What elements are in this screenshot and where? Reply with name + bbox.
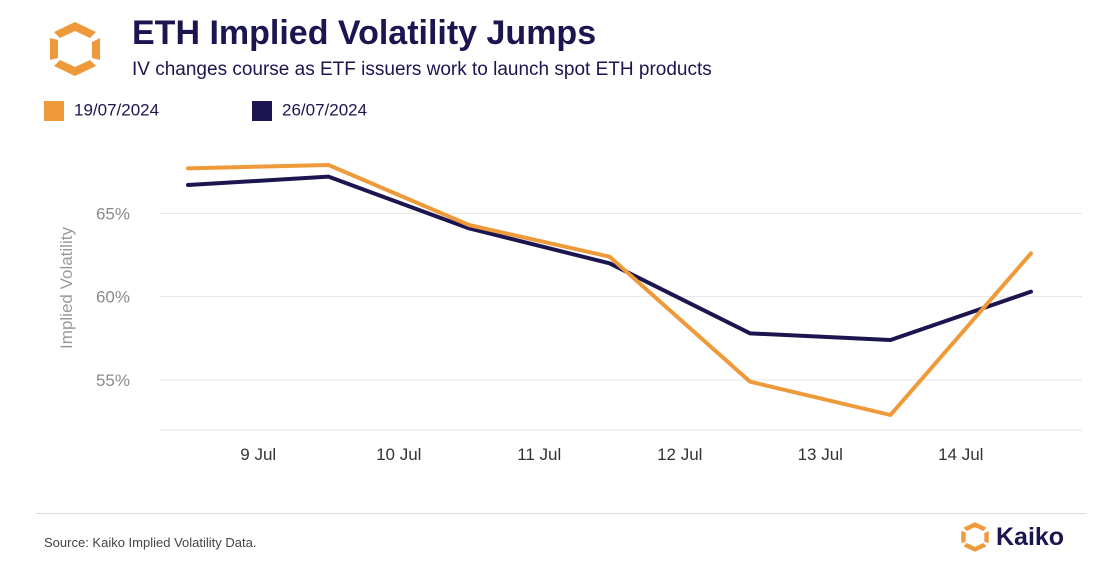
- x-axis-ticks: 9 Jul 10 Jul 11 Jul 12 Jul 13 Jul 14 Jul: [240, 445, 983, 464]
- legend-swatch-series-2: [252, 100, 272, 121]
- brand-name: Kaiko: [996, 522, 1065, 551]
- legend-label-series-2: 26/07/2024: [282, 100, 368, 120]
- legend-label-series-1: 19/07/2024: [74, 100, 160, 120]
- chart-subtitle: IV changes course as ETF issuers work to…: [132, 59, 712, 80]
- x-tick-label: 12 Jul: [657, 445, 702, 464]
- legend-item-series-1: 19/07/2024: [44, 100, 159, 121]
- kaiko-logo-icon: [50, 22, 100, 76]
- series-line-2: [186, 174, 1033, 342]
- x-tick-label: 13 Jul: [798, 445, 843, 464]
- chart-title: ETH Implied Volatility Jumps: [132, 14, 597, 52]
- y-tick-label: 60%: [96, 288, 130, 307]
- footer-divider: [36, 513, 1086, 514]
- x-tick-label: 9 Jul: [240, 445, 276, 464]
- gridlines: [160, 212, 1082, 431]
- x-tick-label: 10 Jul: [376, 445, 421, 464]
- source-note: Source: Kaiko Implied Volatility Data.: [44, 535, 257, 550]
- series-line-1: [186, 163, 1033, 417]
- brand-logo: Kaiko: [958, 520, 1064, 560]
- x-tick-label: 14 Jul: [938, 445, 983, 464]
- y-tick-label: 65%: [96, 204, 130, 223]
- x-tick-label: 11 Jul: [517, 445, 561, 464]
- y-axis-label: Implied Volatility: [57, 227, 76, 349]
- legend-swatch-series-1: [44, 100, 64, 121]
- kaiko-hexagon-logo-icon: [50, 22, 100, 76]
- kaiko-brand-icon: [961, 522, 989, 552]
- legend-item-series-2: 26/07/2024: [252, 100, 367, 121]
- y-axis-ticks: 55% 60% 65%: [96, 204, 130, 390]
- y-tick-label: 55%: [96, 371, 130, 390]
- series-lines: [186, 163, 1033, 417]
